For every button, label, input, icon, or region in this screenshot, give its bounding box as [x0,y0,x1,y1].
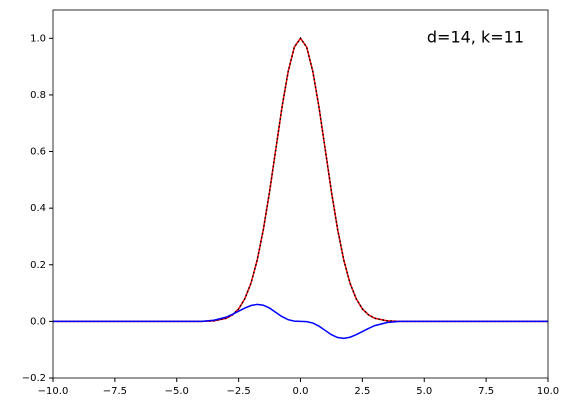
y-tick-label: 0.0 [30,316,46,327]
x-tick-label: 0.0 [293,386,309,397]
x-tick-label: 7.5 [478,386,494,397]
x-tick-label: −2.5 [226,386,250,397]
y-tick-label: 0.4 [30,203,46,214]
y-tick-label: 1.0 [30,33,46,44]
data-line [53,37,548,323]
x-tick-label: −10.0 [38,386,69,397]
x-tick-label: 2.5 [354,386,370,397]
x-tick-label: −5.0 [165,386,189,397]
x-tick-label: 5.0 [416,386,432,397]
data-line [53,303,548,340]
y-tick-label: 0.8 [30,90,46,101]
plot-frame [52,9,549,379]
x-tick-label: −7.5 [103,386,127,397]
y-tick-label: 0.6 [30,147,46,158]
y-tick-label: −0.2 [22,373,46,384]
annotation: d=14, k=11 [427,28,524,47]
y-tick-label: 0.2 [30,260,46,271]
data-line [53,37,548,323]
x-tick-label: 10.0 [537,386,559,397]
